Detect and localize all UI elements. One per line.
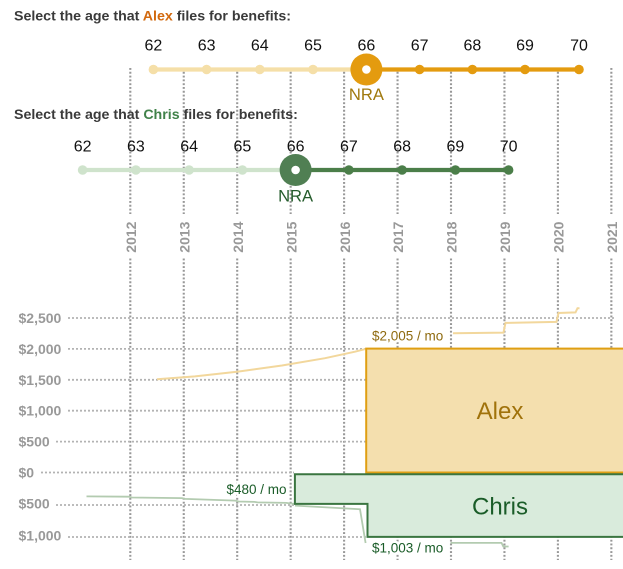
svg-text:$2,005 / mo: $2,005 / mo xyxy=(372,329,443,344)
svg-text:2012: 2012 xyxy=(123,221,139,252)
svg-text:64: 64 xyxy=(251,37,269,54)
svg-text:63: 63 xyxy=(198,37,216,54)
svg-text:64: 64 xyxy=(180,139,198,156)
svg-text:62: 62 xyxy=(74,139,92,156)
svg-text:2015: 2015 xyxy=(283,221,299,252)
svg-text:$2,500: $2,500 xyxy=(19,310,62,326)
svg-text:$500: $500 xyxy=(19,434,50,450)
svg-text:67: 67 xyxy=(411,37,429,54)
svg-text:68: 68 xyxy=(393,139,411,156)
svg-text:70: 70 xyxy=(570,37,588,54)
svg-text:$1,003 / mo: $1,003 / mo xyxy=(372,540,443,555)
svg-text:62: 62 xyxy=(145,37,163,54)
svg-text:66: 66 xyxy=(287,139,305,156)
svg-text:$0: $0 xyxy=(19,465,35,481)
svg-text:63: 63 xyxy=(127,139,145,156)
svg-text:$1,500: $1,500 xyxy=(19,372,62,388)
svg-text:65: 65 xyxy=(304,37,322,54)
svg-text:2020: 2020 xyxy=(551,221,567,252)
svg-text:65: 65 xyxy=(234,139,252,156)
svg-text:2017: 2017 xyxy=(390,221,406,252)
svg-text:67: 67 xyxy=(340,139,358,156)
svg-text:69: 69 xyxy=(516,37,534,54)
svg-text:2014: 2014 xyxy=(230,221,246,252)
svg-text:69: 69 xyxy=(447,139,465,156)
svg-text:2016: 2016 xyxy=(337,221,353,252)
svg-text:$1,000: $1,000 xyxy=(19,403,62,419)
svg-text:68: 68 xyxy=(464,37,482,54)
svg-text:2013: 2013 xyxy=(176,221,192,252)
svg-text:2021: 2021 xyxy=(604,221,620,252)
svg-text:$500: $500 xyxy=(19,495,50,511)
svg-text:$480 / mo: $480 / mo xyxy=(226,482,286,497)
svg-text:2019: 2019 xyxy=(497,221,513,252)
svg-text:$1,000: $1,000 xyxy=(19,528,62,544)
svg-text:Alex: Alex xyxy=(477,398,524,425)
svg-text:$2,000: $2,000 xyxy=(19,341,62,357)
svg-text:NRA: NRA xyxy=(278,187,314,206)
svg-text:Select the age that Chris file: Select the age that Chris files for bene… xyxy=(14,107,298,123)
svg-text:2018: 2018 xyxy=(444,221,460,252)
svg-text:66: 66 xyxy=(358,37,376,54)
svg-text:70: 70 xyxy=(500,139,518,156)
svg-text:NRA: NRA xyxy=(349,85,385,104)
svg-text:Select the age that Alex files: Select the age that Alex files for benef… xyxy=(14,8,291,24)
svg-text:Chris: Chris xyxy=(472,493,528,520)
